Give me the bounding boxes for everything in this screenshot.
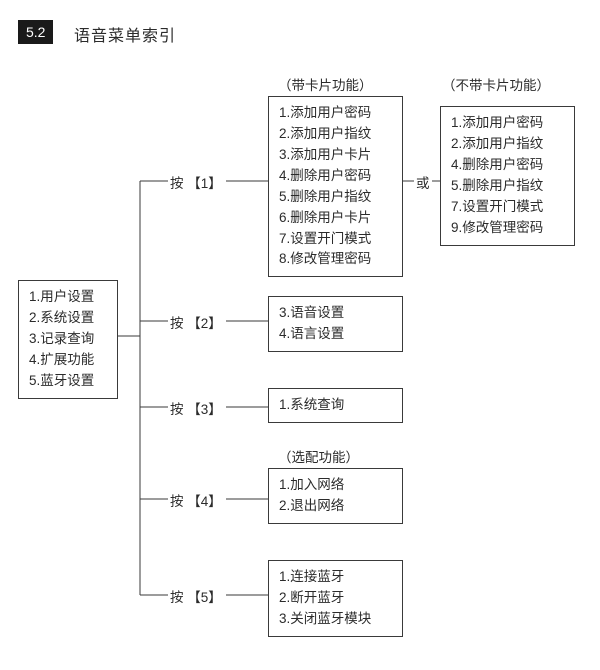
menu-item: 2.添加用户指纹 [279,124,392,145]
press-label-3: 按 【3】 [170,398,222,418]
menu-item: 2.添加用户指纹 [451,134,564,155]
caption-without-card: （不带卡片功能） [442,74,550,94]
root-menu-box: 1.用户设置2.系统设置3.记录查询4.扩展功能5.蓝牙设置 [18,280,118,399]
section-number-badge: 5.2 [18,20,53,44]
menu-item: 7.设置开门模式 [451,197,564,218]
menu-item: 7.设置开门模式 [279,229,392,250]
menu-item: 4.语言设置 [279,324,392,345]
submenu-box-4-a: 1.加入网络2.退出网络 [268,468,403,524]
submenu-box-3-a: 1.系统查询 [268,388,403,423]
menu-item: 3.添加用户卡片 [279,145,392,166]
root-item: 3.记录查询 [29,329,107,350]
menu-item: 3.关闭蓝牙模块 [279,609,392,630]
root-item: 5.蓝牙设置 [29,371,107,392]
menu-item: 1.系统查询 [279,395,392,416]
menu-item: 9.修改管理密码 [451,218,564,239]
press-label-1: 按 【1】 [170,172,222,192]
page: 5.2 语音菜单索引 1.用户设置2.系统设置3.记录查询4.扩展功能5.蓝牙设… [0,0,600,670]
root-item: 4.扩展功能 [29,350,107,371]
press-label-2: 按 【2】 [170,312,222,332]
root-item: 2.系统设置 [29,308,107,329]
press-label-5: 按 【5】 [170,586,222,606]
menu-item: 8.修改管理密码 [279,249,392,270]
menu-item: 2.断开蓝牙 [279,588,392,609]
caption-with-card: （带卡片功能） [278,74,373,94]
press-label-4: 按 【4】 [170,490,222,510]
menu-item: 1.添加用户密码 [451,113,564,134]
menu-item: 4.删除用户密码 [279,166,392,187]
menu-item: 5.删除用户指纹 [451,176,564,197]
menu-item: 3.语音设置 [279,303,392,324]
menu-item: 1.加入网络 [279,475,392,496]
root-item: 1.用户设置 [29,287,107,308]
section-title: 语音菜单索引 [74,22,176,46]
menu-item: 1.连接蓝牙 [279,567,392,588]
submenu-box-1-a: 1.添加用户密码2.添加用户指纹3.添加用户卡片4.删除用户密码5.删除用户指纹… [268,96,403,277]
submenu-box-5-a: 1.连接蓝牙2.断开蓝牙3.关闭蓝牙模块 [268,560,403,637]
menu-item: 6.删除用户卡片 [279,208,392,229]
menu-item: 4.删除用户密码 [451,155,564,176]
submenu-box-1-b: 1.添加用户密码2.添加用户指纹4.删除用户密码5.删除用户指纹7.设置开门模式… [440,106,575,246]
menu-item: 1.添加用户密码 [279,103,392,124]
or-label: 或 [416,172,430,192]
menu-item: 5.删除用户指纹 [279,187,392,208]
submenu-box-2-a: 3.语音设置4.语言设置 [268,296,403,352]
menu-item: 2.退出网络 [279,496,392,517]
caption-optional: （选配功能） [278,446,359,466]
